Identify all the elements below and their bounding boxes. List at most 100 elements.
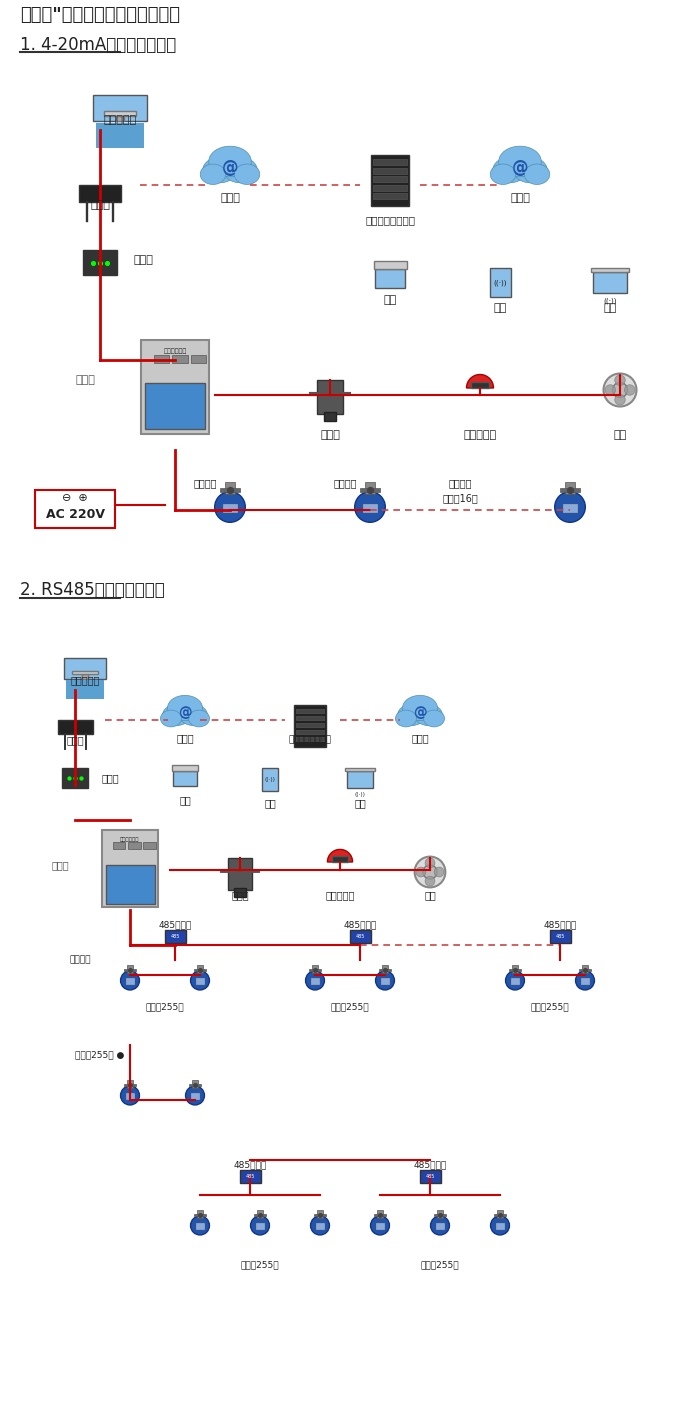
Bar bbox=[471, 381, 489, 388]
Bar bbox=[377, 1210, 383, 1217]
Bar bbox=[581, 978, 589, 983]
Circle shape bbox=[120, 971, 139, 991]
Text: 报警控制主机: 报警控制主机 bbox=[120, 837, 140, 841]
Bar bbox=[228, 858, 252, 889]
Text: 485: 485 bbox=[426, 1173, 435, 1179]
Bar bbox=[363, 504, 377, 512]
Bar bbox=[57, 720, 92, 734]
Bar bbox=[436, 1224, 445, 1228]
Text: 互联网: 互联网 bbox=[220, 193, 240, 203]
Bar bbox=[191, 1093, 200, 1099]
Text: 风机: 风机 bbox=[424, 891, 436, 900]
Bar bbox=[373, 176, 407, 182]
Circle shape bbox=[554, 491, 585, 522]
Ellipse shape bbox=[424, 711, 444, 727]
Bar bbox=[511, 978, 519, 983]
Ellipse shape bbox=[414, 705, 442, 726]
Bar bbox=[172, 355, 188, 363]
Bar bbox=[591, 267, 629, 272]
Text: @: @ bbox=[512, 159, 528, 177]
Text: 电脑: 电脑 bbox=[384, 295, 397, 305]
Bar bbox=[173, 771, 197, 787]
Bar bbox=[317, 380, 343, 414]
Bar bbox=[371, 155, 409, 205]
Ellipse shape bbox=[498, 146, 541, 177]
Bar bbox=[381, 978, 389, 983]
Text: 终端: 终端 bbox=[354, 798, 366, 808]
Bar bbox=[197, 1210, 203, 1217]
Ellipse shape bbox=[513, 158, 547, 183]
Bar bbox=[189, 1083, 202, 1086]
Bar bbox=[560, 488, 580, 491]
Text: 485: 485 bbox=[356, 934, 365, 938]
Circle shape bbox=[305, 971, 324, 991]
Circle shape bbox=[434, 867, 444, 877]
Text: @: @ bbox=[413, 706, 427, 720]
Bar bbox=[146, 383, 204, 429]
Bar bbox=[509, 969, 522, 971]
Ellipse shape bbox=[398, 705, 426, 726]
Ellipse shape bbox=[188, 711, 209, 727]
Bar bbox=[496, 1224, 504, 1228]
Text: 电脑: 电脑 bbox=[179, 795, 191, 805]
Bar bbox=[317, 1210, 323, 1217]
Bar bbox=[550, 930, 570, 943]
Circle shape bbox=[423, 865, 437, 879]
Circle shape bbox=[375, 971, 395, 991]
Bar bbox=[345, 768, 375, 771]
Text: AC 220V: AC 220V bbox=[46, 508, 104, 522]
Text: 信号传感: 信号传感 bbox=[69, 955, 91, 965]
Text: 单机版电脑: 单机版电脑 bbox=[104, 115, 136, 125]
Bar bbox=[239, 1171, 260, 1183]
Bar bbox=[127, 965, 133, 972]
Circle shape bbox=[190, 971, 209, 991]
Circle shape bbox=[311, 1216, 330, 1235]
Circle shape bbox=[416, 867, 426, 877]
Text: 通讯线: 通讯线 bbox=[75, 376, 95, 386]
Ellipse shape bbox=[209, 146, 251, 177]
Bar bbox=[257, 1210, 263, 1217]
Bar bbox=[106, 865, 155, 903]
Bar bbox=[192, 1079, 198, 1088]
Bar bbox=[124, 1083, 136, 1086]
Circle shape bbox=[430, 1216, 449, 1235]
Circle shape bbox=[575, 971, 594, 991]
Circle shape bbox=[215, 491, 245, 522]
Bar bbox=[126, 978, 134, 983]
Ellipse shape bbox=[162, 705, 190, 726]
Text: 可连接255台: 可连接255台 bbox=[241, 1261, 279, 1269]
Bar bbox=[141, 340, 209, 433]
Text: ((·)): ((·)) bbox=[355, 792, 365, 796]
Ellipse shape bbox=[223, 158, 257, 183]
Circle shape bbox=[425, 858, 435, 868]
Bar bbox=[296, 709, 323, 713]
Bar bbox=[512, 965, 518, 972]
Wedge shape bbox=[328, 850, 353, 862]
Bar bbox=[316, 1224, 324, 1228]
Text: 电磁阀: 电磁阀 bbox=[231, 891, 248, 900]
Bar bbox=[35, 490, 115, 528]
Circle shape bbox=[425, 877, 435, 886]
Text: 可连接255台 ●: 可连接255台 ● bbox=[76, 1051, 125, 1059]
Bar bbox=[376, 1224, 384, 1228]
Bar bbox=[309, 969, 321, 971]
Text: 安帕尔网络服务器: 安帕尔网络服务器 bbox=[288, 736, 332, 744]
Bar bbox=[66, 681, 104, 699]
Text: 互联网: 互联网 bbox=[411, 733, 429, 743]
Circle shape bbox=[186, 1086, 204, 1104]
Circle shape bbox=[605, 384, 615, 395]
Text: 终端: 终端 bbox=[603, 303, 617, 312]
Bar bbox=[196, 978, 204, 983]
Text: ((·)): ((·)) bbox=[265, 777, 275, 782]
Bar bbox=[346, 771, 373, 788]
Text: 声光报警器: 声光报警器 bbox=[326, 891, 355, 900]
Text: 安帕尔网络服务器: 安帕尔网络服务器 bbox=[365, 215, 415, 225]
Text: 手机: 手机 bbox=[264, 798, 276, 808]
Text: 机气猫"系列带显示固定式检测仪: 机气猫"系列带显示固定式检测仪 bbox=[20, 6, 180, 24]
Text: 可连接255台: 可连接255台 bbox=[146, 1003, 184, 1012]
Ellipse shape bbox=[167, 695, 202, 720]
Text: 485中继器: 485中继器 bbox=[543, 920, 577, 930]
Bar bbox=[349, 930, 370, 943]
Bar bbox=[64, 658, 106, 678]
Bar bbox=[593, 272, 627, 293]
